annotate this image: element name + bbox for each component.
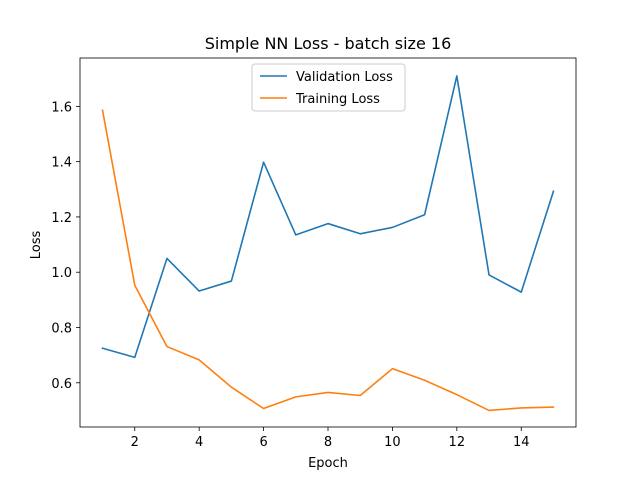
series-line-validation-loss — [101, 75, 555, 359]
series-line-training-loss — [101, 109, 555, 412]
legend-label-validation-loss: Validation Loss — [296, 70, 393, 85]
x-tick-label: 14 — [513, 435, 530, 450]
x-tick-label: 6 — [259, 435, 267, 450]
x-tick-label: 12 — [449, 435, 466, 450]
plot-area: 2 4 6 8 10 12 14 0.6 0.8 1.0 1.2 1.4 1.6 Validation L… — [51, 57, 577, 450]
y-tick-label: 1.2 — [51, 211, 72, 226]
y-tick-label: 0.6 — [51, 377, 72, 392]
y-tick-label: 1.0 — [51, 266, 72, 281]
y-tick-label: 0.8 — [51, 321, 72, 336]
legend-box — [251, 63, 406, 112]
x-axis-title: Epoch — [308, 456, 348, 471]
x-tick-label: 8 — [324, 435, 332, 450]
y-tick-label: 1.4 — [51, 156, 72, 171]
chart-title: Simple NN Loss - batch size 16 — [205, 34, 452, 53]
x-tick-label: 10 — [384, 435, 401, 450]
legend-label-training-loss: Training Loss — [295, 92, 380, 107]
y-tick-label: 1.6 — [51, 100, 72, 115]
x-tick-label: 4 — [195, 435, 203, 450]
x-tick-label: 2 — [131, 435, 139, 450]
y-axis-title: Loss — [29, 231, 44, 260]
